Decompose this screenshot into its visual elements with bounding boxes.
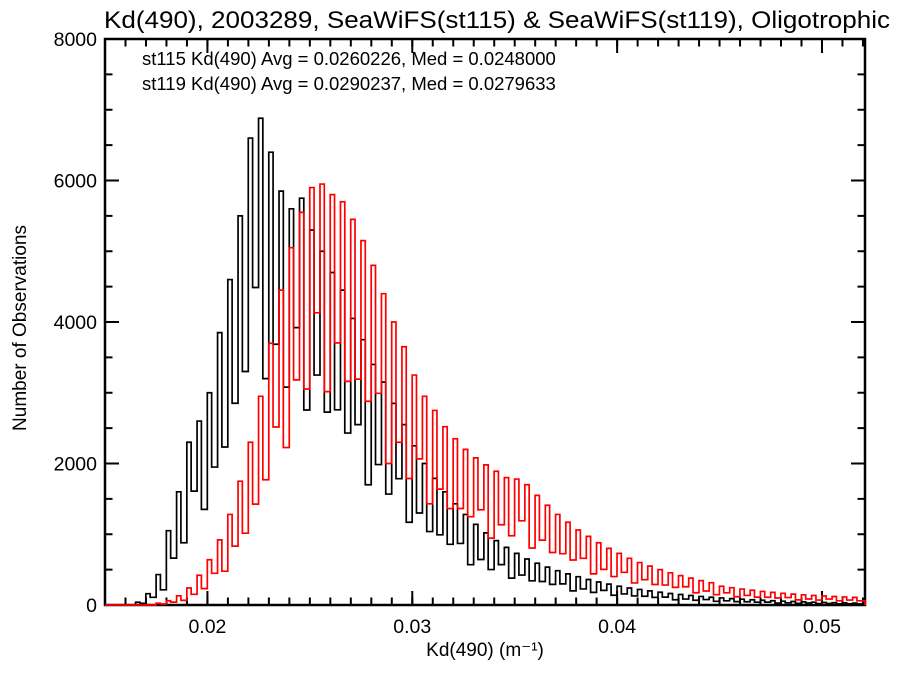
series-layer — [105, 117, 866, 606]
y-tick-label: 2000 — [54, 454, 98, 476]
y-axis-label: Number of Observations — [10, 225, 31, 431]
y-tick-label: 0 — [86, 595, 97, 617]
series-st115-path — [105, 117, 866, 606]
tick-label-layer: 0.02 0.03 0.04 0.05 0 2000 4000 6000 8000 — [54, 29, 842, 638]
x-tick-label: 0.03 — [393, 616, 431, 638]
x-tick-label: 0.02 — [188, 616, 226, 638]
chart-title: Kd(490), 2003289, SeaWiFS(st115) & SeaWi… — [104, 7, 890, 34]
y-tick-label: 6000 — [54, 171, 98, 193]
series-st119-path — [105, 183, 866, 606]
legend-st119: st119 Kd(490) Avg = 0.0290237, Med = 0.0… — [142, 73, 556, 94]
x-axis-label: Kd(490) (m⁻¹) — [426, 640, 544, 661]
plot-box — [103, 37, 867, 607]
legend-st115: st115 Kd(490) Avg = 0.0260226, Med = 0.0… — [142, 48, 556, 69]
axes-layer — [103, 37, 867, 607]
x-tick-label: 0.04 — [598, 616, 636, 638]
x-tick-label: 0.05 — [803, 616, 841, 638]
y-tick-label: 8000 — [54, 29, 98, 51]
y-tick-label: 4000 — [54, 312, 98, 334]
